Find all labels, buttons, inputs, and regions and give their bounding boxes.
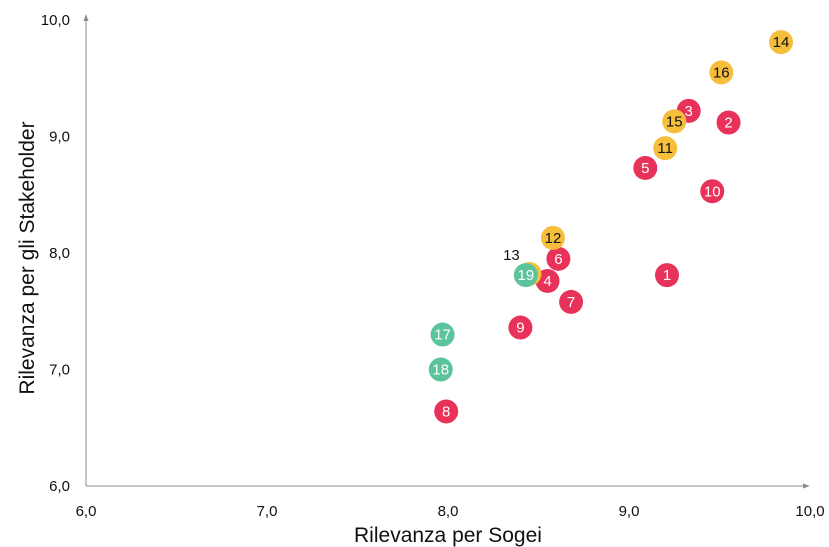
- data-point-16: 16: [709, 60, 734, 85]
- y-axis-arrow-icon: [83, 14, 89, 21]
- axes: [83, 14, 810, 489]
- point-label: 18: [432, 362, 449, 379]
- point-marker: [428, 357, 453, 382]
- point-label: 13: [503, 247, 520, 264]
- data-point-15: 15: [662, 109, 687, 134]
- data-point-4: 4: [535, 268, 560, 293]
- data-point-1: 1: [655, 263, 680, 288]
- y-tick-label: 10,0: [41, 12, 70, 29]
- y-tick-label: 8,0: [49, 245, 70, 262]
- data-point-12: 12: [540, 225, 565, 250]
- point-marker: [655, 263, 680, 288]
- data-point-14: 14: [769, 30, 794, 55]
- y-tick-label: 6,0: [49, 478, 70, 495]
- data-point-2: 2: [716, 110, 741, 135]
- point-label: 14: [773, 34, 790, 51]
- x-tick-label: 6,0: [76, 503, 97, 520]
- point-marker: [508, 315, 533, 340]
- x-tick-label: 7,0: [257, 503, 278, 520]
- point-marker: [662, 109, 687, 134]
- point-label: 5: [641, 160, 649, 177]
- point-label: 7: [567, 294, 575, 311]
- point-label: 3: [685, 103, 693, 120]
- point-marker: [430, 322, 455, 347]
- data-point-10: 10: [700, 179, 725, 204]
- point-label: 6: [554, 251, 562, 268]
- data-point-19: 19: [513, 263, 538, 288]
- x-tick-label: 8,0: [438, 503, 459, 520]
- point-marker: [653, 136, 678, 161]
- point-label: 11: [657, 140, 673, 157]
- point-marker: [540, 225, 565, 250]
- point-label: 4: [543, 273, 551, 290]
- point-marker: [716, 110, 741, 135]
- point-marker: [709, 60, 734, 85]
- point-label: 9: [516, 320, 524, 337]
- point-label: 17: [434, 327, 451, 344]
- data-point-18: 18: [428, 357, 453, 382]
- point-label: 8: [442, 403, 450, 420]
- point-label: 12: [545, 230, 562, 247]
- point-label: 2: [724, 115, 732, 132]
- point-marker: [434, 399, 459, 424]
- x-axis-arrow-icon: [803, 483, 810, 489]
- data-point-6: 6: [546, 246, 571, 271]
- data-point-5: 5: [633, 155, 658, 180]
- data-point-9: 9: [508, 315, 533, 340]
- point-marker: [633, 155, 658, 180]
- point-marker: [513, 263, 538, 288]
- point-label: 15: [666, 113, 683, 130]
- tick-labels: 6,0 7,0 8,0 9,0 10,0 6,0 7,0 8,0 9,0 10,0: [41, 12, 825, 520]
- y-axis-title: Rilevanza per gli Stakeholder: [16, 121, 39, 394]
- data-point-11: 11: [653, 136, 678, 161]
- point-marker: [559, 289, 584, 314]
- point-marker: [535, 268, 560, 293]
- data-point-8: 8: [434, 399, 459, 424]
- point-marker: [546, 246, 571, 271]
- y-tick-label: 7,0: [49, 362, 70, 379]
- x-tick-label: 9,0: [619, 503, 640, 520]
- data-point-7: 7: [559, 289, 584, 314]
- point-label: 1: [663, 267, 671, 284]
- point-label: 19: [517, 267, 534, 284]
- point-label: 10: [704, 183, 721, 200]
- x-axis-title: Rilevanza per Sogei: [354, 524, 542, 547]
- y-tick-label: 9,0: [49, 129, 70, 146]
- point-marker: [769, 30, 794, 55]
- point-label: 16: [713, 64, 730, 81]
- x-tick-label: 10,0: [795, 503, 824, 520]
- data-point-17: 17: [430, 322, 455, 347]
- point-marker: [700, 179, 725, 204]
